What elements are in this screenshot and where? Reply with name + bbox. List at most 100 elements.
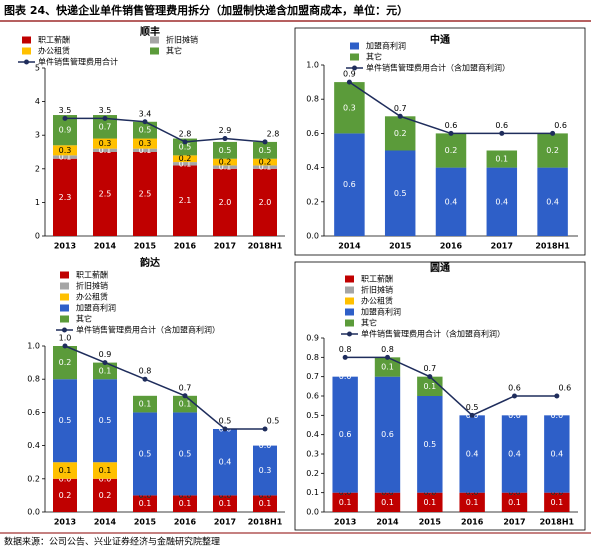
y-tick-label: 0.2 bbox=[306, 469, 319, 478]
legend-swatch bbox=[350, 42, 359, 50]
data-label: 0.5 bbox=[59, 416, 72, 425]
bar-segment bbox=[334, 133, 365, 236]
bar-segment bbox=[93, 478, 117, 512]
y-tick-label: 0.4 bbox=[27, 441, 40, 450]
bar-segment bbox=[501, 415, 528, 493]
data-label: 0.1 bbox=[550, 498, 563, 507]
legend-label: 加盟商利润 bbox=[361, 307, 401, 317]
bar-segment bbox=[537, 133, 568, 168]
legend-swatch bbox=[60, 271, 69, 279]
data-label: 2.5 bbox=[139, 190, 152, 199]
bar-segment bbox=[173, 495, 197, 512]
chart-title: 圆通 bbox=[430, 262, 450, 274]
y-tick-label: 4 bbox=[35, 97, 40, 106]
line bbox=[65, 117, 266, 143]
y-tick-label: 0.6 bbox=[306, 129, 319, 138]
data-label: 2.1 bbox=[179, 196, 192, 205]
bar-segment bbox=[435, 167, 467, 236]
bar-segment bbox=[53, 462, 77, 479]
y-tick-label: 0.9 bbox=[306, 334, 319, 343]
legend-swatch bbox=[345, 286, 354, 294]
legend-label: 折旧摊销 bbox=[76, 281, 108, 291]
legend-swatch bbox=[345, 297, 354, 305]
bar-segment bbox=[133, 148, 157, 152]
y-tick-label: 0.8 bbox=[306, 353, 319, 362]
line bbox=[345, 356, 557, 417]
bar-segment bbox=[435, 133, 467, 168]
data-label: 0.0 bbox=[339, 372, 352, 381]
line-marker bbox=[397, 113, 403, 119]
data-label: 0.1 bbox=[259, 163, 272, 172]
y-tick-label: 0.7 bbox=[306, 372, 319, 381]
line-marker bbox=[342, 354, 348, 360]
legend-label: 单件销售管理费用合计（含加盟商利润） bbox=[76, 325, 220, 335]
data-label: 0.2 bbox=[445, 146, 458, 155]
bar-segment bbox=[332, 492, 358, 512]
data-label: 0.1 bbox=[139, 400, 152, 409]
data-label: 2.9 bbox=[219, 126, 232, 135]
data-label: 0.1 bbox=[179, 159, 192, 168]
bar-segment bbox=[253, 141, 277, 159]
bar-segment bbox=[93, 115, 117, 139]
data-label: 3.4 bbox=[139, 109, 152, 118]
data-label: 0.7 bbox=[423, 364, 436, 373]
data-label: 0.1 bbox=[179, 400, 192, 409]
legend-label: 职工薪酬 bbox=[38, 35, 70, 45]
data-label: 0.1 bbox=[508, 498, 521, 507]
y-tick-label: 1.0 bbox=[306, 61, 319, 70]
legend-swatch bbox=[345, 319, 354, 327]
y-tick-label: 0.1 bbox=[306, 488, 319, 497]
x-tick-label: 2017 bbox=[214, 518, 236, 527]
legend-label: 其它 bbox=[361, 318, 377, 328]
legend-label: 单件销售管理费用合计 bbox=[38, 57, 118, 67]
data-label: 0.2 bbox=[59, 491, 72, 500]
bar-segment bbox=[173, 165, 197, 236]
data-label: 0.7 bbox=[179, 383, 192, 392]
line-marker bbox=[262, 426, 268, 432]
data-label: 0.9 bbox=[343, 70, 356, 79]
line-marker bbox=[346, 79, 352, 85]
data-label: 0.2 bbox=[546, 146, 559, 155]
data-label: 0.1 bbox=[59, 466, 72, 475]
chart-title: 顺丰 bbox=[140, 25, 160, 38]
data-label: 0.1 bbox=[381, 498, 394, 507]
data-label: 0.2 bbox=[219, 158, 232, 167]
legend-label: 其它 bbox=[366, 52, 382, 62]
y-tick-label: 0.6 bbox=[306, 392, 319, 401]
bar-segment bbox=[133, 138, 157, 149]
line-marker bbox=[222, 426, 228, 432]
data-label: 0.4 bbox=[550, 450, 563, 459]
data-label: 0.5 bbox=[423, 440, 436, 449]
bar-segment bbox=[253, 168, 277, 236]
data-label: 0.8 bbox=[339, 345, 352, 354]
bar-segment bbox=[213, 495, 237, 512]
y-tick-label: 0.2 bbox=[306, 197, 319, 206]
data-label: 0.1 bbox=[139, 146, 152, 155]
data-label: 0.4 bbox=[508, 450, 521, 459]
x-tick-label: 2016 bbox=[440, 242, 463, 251]
chart-frame bbox=[294, 261, 586, 531]
y-tick-label: 0.4 bbox=[306, 430, 319, 439]
chart-frame bbox=[294, 27, 586, 256]
bar-segment bbox=[459, 492, 485, 512]
bar-segment bbox=[213, 429, 237, 496]
y-tick-label: 1 bbox=[35, 198, 40, 207]
data-label: 0.4 bbox=[546, 197, 559, 206]
line-marker bbox=[62, 343, 68, 349]
bar-segment bbox=[332, 376, 358, 493]
bar-segment bbox=[53, 478, 77, 512]
bar-segment bbox=[537, 167, 568, 236]
data-label: 0.1 bbox=[381, 363, 394, 372]
bar-segment bbox=[417, 492, 443, 512]
x-tick-label: 2018H1 bbox=[535, 242, 570, 251]
bar-segment bbox=[53, 145, 77, 156]
line-marker bbox=[385, 354, 390, 360]
y-tick-label: 0.8 bbox=[27, 375, 40, 384]
legend-marker bbox=[347, 331, 352, 337]
bar-segment bbox=[93, 148, 117, 152]
data-label: 0.6 bbox=[381, 430, 394, 439]
data-label: 0.8 bbox=[381, 345, 394, 354]
line-marker bbox=[554, 393, 560, 399]
data-label: 0.2 bbox=[179, 154, 192, 163]
